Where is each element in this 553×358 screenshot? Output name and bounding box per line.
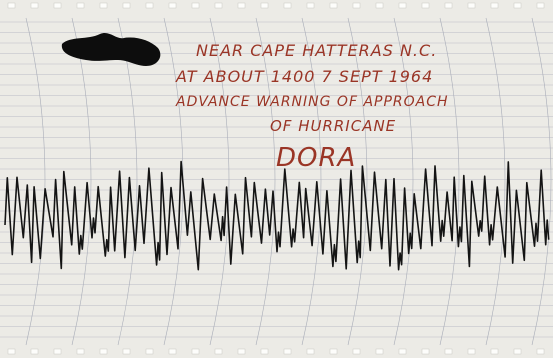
hole — [238, 349, 245, 354]
hole — [376, 349, 383, 354]
hole — [445, 3, 452, 8]
hole — [54, 3, 61, 8]
hole — [100, 349, 107, 354]
hole — [123, 349, 130, 354]
chart-paper-photo: NEAR CAPE HATTERAS N.C. AT ABOUT 1400 7 … — [0, 0, 553, 358]
hurricane-name: DORA — [276, 143, 356, 173]
hole — [77, 3, 84, 8]
hole — [445, 349, 452, 354]
hole — [422, 3, 429, 8]
hole — [54, 349, 61, 354]
hole — [537, 349, 544, 354]
hole — [468, 3, 475, 8]
hole — [8, 3, 15, 8]
note-line: ADVANCE WARNING OF APPROACH — [175, 94, 449, 110]
hole — [169, 349, 176, 354]
hole — [146, 349, 153, 354]
hole — [468, 349, 475, 354]
hole — [422, 349, 429, 354]
hole — [284, 3, 291, 8]
hole — [353, 3, 360, 8]
hole — [376, 3, 383, 8]
hole — [192, 3, 199, 8]
hole — [399, 349, 406, 354]
hole — [330, 349, 337, 354]
hole — [215, 349, 222, 354]
hole — [514, 3, 521, 8]
hole — [261, 3, 268, 8]
hole — [215, 3, 222, 8]
hole — [123, 3, 130, 8]
hole — [491, 3, 498, 8]
hole — [399, 3, 406, 8]
hole — [330, 3, 337, 8]
hole — [8, 349, 15, 354]
hole — [284, 349, 291, 354]
hole — [192, 349, 199, 354]
hole — [31, 3, 38, 8]
hole — [353, 349, 360, 354]
hole — [491, 349, 498, 354]
hole — [514, 349, 521, 354]
hole — [307, 3, 314, 8]
hole — [169, 3, 176, 8]
hole — [537, 3, 544, 8]
hole — [31, 349, 38, 354]
hole — [261, 349, 268, 354]
hole — [100, 3, 107, 8]
hole — [77, 349, 84, 354]
hole — [146, 3, 153, 8]
hole — [307, 349, 314, 354]
hole — [238, 3, 245, 8]
note-line: NEAR CAPE HATTERAS N.C. — [196, 41, 437, 60]
note-line: OF HURRICANE — [270, 117, 396, 135]
note-line: AT ABOUT 1400 7 SEPT 1964 — [175, 67, 433, 86]
